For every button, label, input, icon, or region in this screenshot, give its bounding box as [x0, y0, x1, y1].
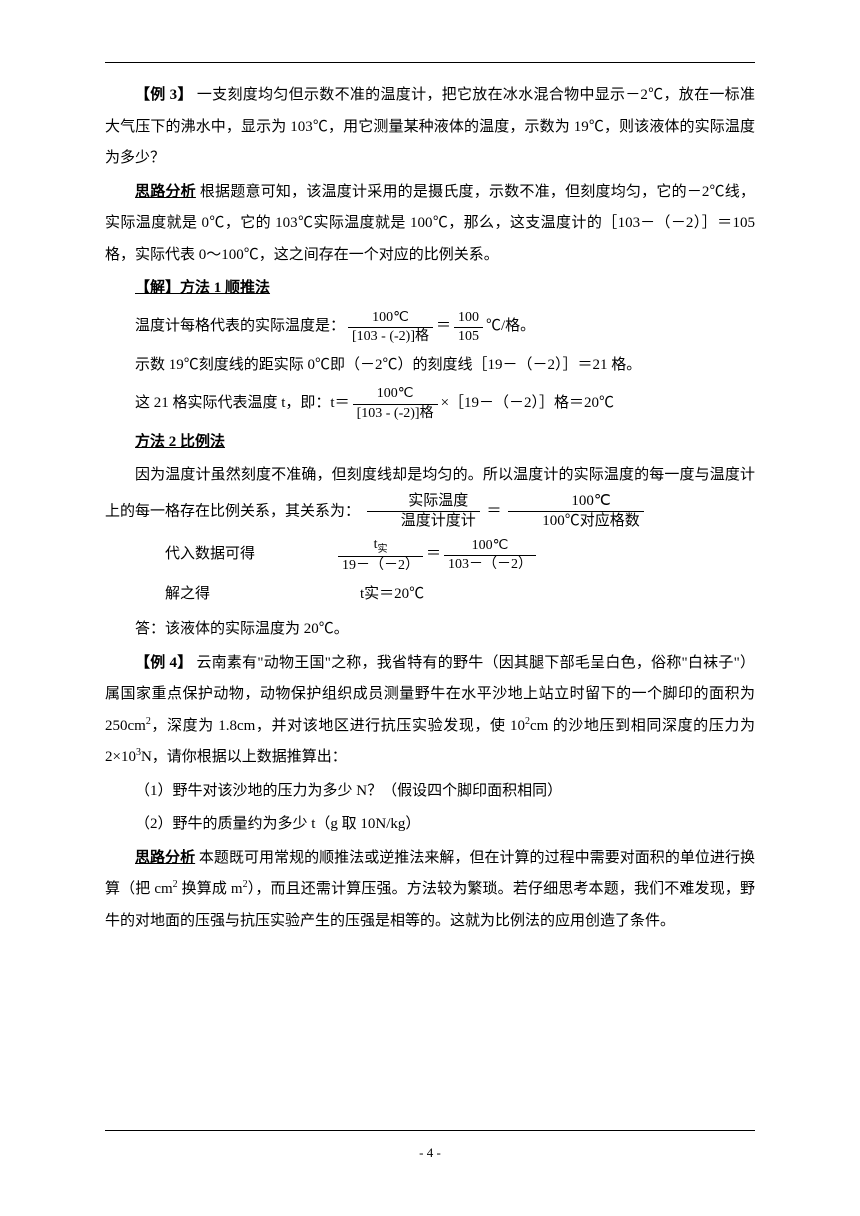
ex4-t1d: N，请你根据以上数据推算出： [141, 749, 347, 765]
frac-num: t实 [370, 536, 392, 556]
ex3-text1: 一支刻度均匀但示数不准的温度计，把它放在冰水混合物中显示－2℃，放在一标准大气压… [105, 87, 755, 166]
t-sub: 实 [377, 544, 387, 555]
analysis-label: 思路分析 [135, 184, 196, 200]
ex3-analysis-text: 根据题意可知，该温度计采用的是摄氏度，示数不准，但刻度均匀，它的－2℃线，实际温… [105, 184, 755, 263]
m2-sub-frac2: 100℃ 103－（－2） [444, 537, 536, 574]
frac-den: [103 - (-2)]格 [353, 404, 438, 423]
frac-num: 100℃ [468, 537, 513, 555]
m1-eq: ＝ [436, 311, 451, 343]
m1-l1-frac1: 100℃ [103 - (-2)]格 [348, 309, 433, 346]
solve-val: t实＝20℃ [360, 579, 424, 611]
ex3-para1: 【例 3】 一支刻度均匀但示数不准的温度计，把它放在冰水混合物中显示－2℃，放在… [105, 80, 755, 175]
page-content: 【例 3】 一支刻度均匀但示数不准的温度计，把它放在冰水混合物中显示－2℃，放在… [0, 0, 860, 937]
frac-num: 100℃ [368, 309, 413, 327]
m1-line3: 这 21 格实际代表温度 t，即：t＝ 100℃ [103 - (-2)]格 ×… [135, 385, 755, 422]
ex4-an-b: 换算成 m [178, 881, 243, 897]
ex4-label: 【例 4】 [135, 655, 192, 671]
m2-sub-line: 代入数据可得 t实 19－（－2） ＝ 100℃ 103－（－2） [165, 536, 755, 575]
frac-den: 105 [454, 327, 483, 346]
ex4-analysis: 思路分析 本题既可用常规的顺推法或逆推法来解，但在计算的过程中需要对面积的单位进… [105, 843, 755, 938]
ex4-t1b: ，深度为 1.8cm，并对该地区进行抗压实验发现，使 10 [151, 718, 525, 734]
ex4-q1: （1）野牛对该沙地的压力为多少 N？（假设四个脚印面积相同） [105, 776, 755, 808]
ex4-q2: （2）野牛的质量约为多少 t（g 取 10N/kg） [105, 809, 755, 841]
frac-den: 100℃对应格数 [508, 511, 644, 532]
ex4-analysis-label: 思路分析 [135, 850, 195, 866]
m2-ratio1: 实际温度 温度计度计 [367, 492, 480, 532]
m2-sub-frac1: t实 19－（－2） [338, 536, 423, 575]
m1-l3-pre: 这 21 格实际代表温度 t，即：t＝ [135, 388, 350, 420]
m1-post: ℃/格。 [486, 311, 535, 343]
m1-line2: 示数 19℃刻度线的距实际 0℃即（－2℃）的刻度线［19－（－2）］＝21 格… [105, 350, 755, 382]
frac-num: 100 [454, 309, 483, 327]
m1-l3-post: ×［19－（－2）］格＝20℃ [441, 388, 614, 420]
m1-l1-pre: 温度计每格代表的实际温度是： [135, 311, 345, 343]
footer-rule [105, 1130, 755, 1131]
frac-num: 100℃ [537, 492, 614, 512]
method1-label: 【解】方法 1 顺推法 [135, 280, 270, 296]
frac-num: 实际温度 [374, 492, 472, 512]
header-rule [105, 62, 755, 63]
frac-den: [103 - (-2)]格 [348, 327, 433, 346]
frac-den: 103－（－2） [444, 555, 536, 574]
method1-heading: 【解】方法 1 顺推法 [105, 273, 755, 305]
frac-num: 100℃ [373, 385, 418, 403]
ex3-label: 【例 3】 [135, 87, 193, 103]
m1-l3-frac: 100℃ [103 - (-2)]格 [353, 385, 438, 422]
sub-label: 代入数据可得 [165, 539, 255, 571]
frac-den: 温度计度计 [367, 511, 480, 532]
page-number: - 4 - [419, 1145, 441, 1160]
solve-label: 解之得 [165, 579, 210, 611]
page-footer: - 4 - [105, 1130, 755, 1166]
frac-den: 19－（－2） [338, 556, 423, 575]
m2-solve-line: 解之得 t实＝20℃ [165, 579, 755, 611]
m1-line1: 温度计每格代表的实际温度是： 100℃ [103 - (-2)]格 ＝ 100 … [135, 309, 755, 346]
ex3-analysis: 思路分析 根据题意可知，该温度计采用的是摄氏度，示数不准，但刻度均匀，它的－2℃… [105, 177, 755, 272]
m2-p1: 因为温度计虽然刻度不准确，但刻度线却是均匀的。所以温度计的实际温度的每一度与温度… [105, 460, 755, 532]
m2-ratio2: 100℃ 100℃对应格数 [508, 492, 644, 532]
ex4-para1: 【例 4】 云南素有"动物王国"之称，我省特有的野牛（因其腿下部毛呈白色，俗称"… [105, 648, 755, 774]
m2-answer: 答：该液体的实际温度为 20℃。 [105, 614, 755, 646]
ratio-eq: ＝ [487, 503, 502, 519]
m1-l1-frac2: 100 105 [454, 309, 483, 346]
method2-heading: 方法 2 比例法 [105, 427, 755, 459]
sub-eq: ＝ [426, 539, 441, 571]
method2-label: 方法 2 比例法 [135, 434, 225, 450]
